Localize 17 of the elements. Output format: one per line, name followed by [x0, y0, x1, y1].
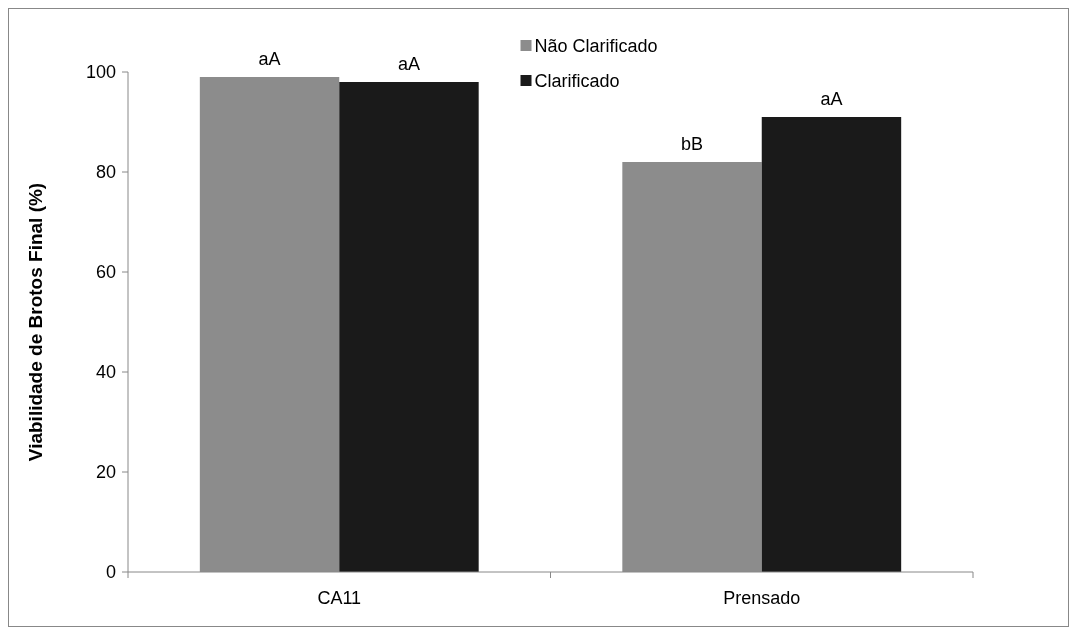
y-tick-label: 0: [105, 562, 116, 583]
data-label: bB: [681, 134, 704, 154]
x-tick-label: CA11: [317, 588, 362, 608]
y-tick-label: 20: [95, 462, 116, 483]
y-axis-title: Viabilidade de Brotos Final (%): [25, 182, 46, 462]
x-tick-label: Prensado: [723, 588, 801, 608]
data-label: aA: [258, 49, 281, 69]
data-label: aA: [820, 89, 843, 109]
bar: [761, 117, 902, 572]
y-tick-label: 100: [85, 62, 116, 83]
y-tick-label: 80: [95, 162, 116, 183]
bar: [339, 82, 479, 572]
y-tick-label: 60: [95, 262, 116, 283]
y-tick-label: 40: [95, 362, 116, 383]
legend-label: Não Clarificado: [534, 36, 658, 57]
data-label: aA: [397, 54, 420, 74]
legend-label: Clarificado: [534, 71, 620, 92]
